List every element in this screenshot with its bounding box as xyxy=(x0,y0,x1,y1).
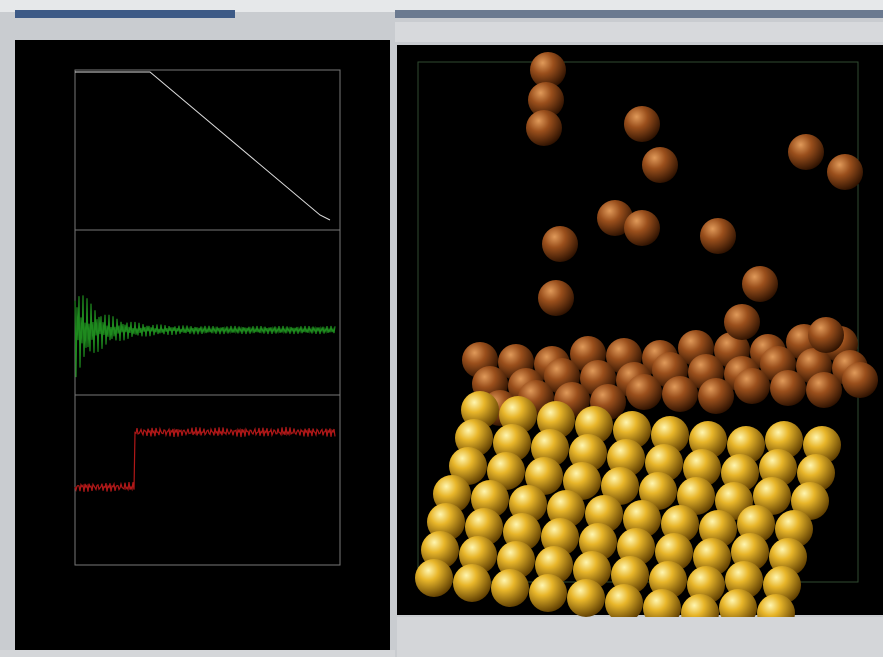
copper-atom xyxy=(624,106,660,142)
gold-atom xyxy=(529,574,567,612)
left-status-bar xyxy=(0,650,395,657)
copper-atom xyxy=(700,218,736,254)
copper-atom xyxy=(770,370,806,406)
copper-atom xyxy=(626,374,662,410)
left-title-bar xyxy=(15,10,235,18)
copper-atom xyxy=(538,280,574,316)
copper-atom xyxy=(642,147,678,183)
copper-atom xyxy=(526,110,562,146)
gold-atom xyxy=(491,569,529,607)
copper-atom xyxy=(734,368,770,404)
copper-atom xyxy=(542,226,578,262)
status-bar xyxy=(397,617,883,657)
plot-panel xyxy=(15,40,390,650)
copper-atom xyxy=(806,372,842,408)
copper-atom xyxy=(827,154,863,190)
copper-atom xyxy=(662,376,698,412)
gold-atom xyxy=(567,579,605,617)
toolbar[interactable] xyxy=(395,22,883,42)
copper-atom xyxy=(842,362,878,398)
copper-atom xyxy=(788,134,824,170)
gold-atom xyxy=(415,559,453,597)
copper-atom xyxy=(808,317,844,353)
copper-atom xyxy=(698,378,734,414)
app-window xyxy=(0,0,883,657)
copper-atom xyxy=(624,210,660,246)
copper-atom xyxy=(742,266,778,302)
gold-atom xyxy=(605,584,643,622)
screen xyxy=(0,0,883,657)
right-title-bar xyxy=(395,10,883,18)
gold-atom xyxy=(453,564,491,602)
copper-atom xyxy=(724,304,760,340)
